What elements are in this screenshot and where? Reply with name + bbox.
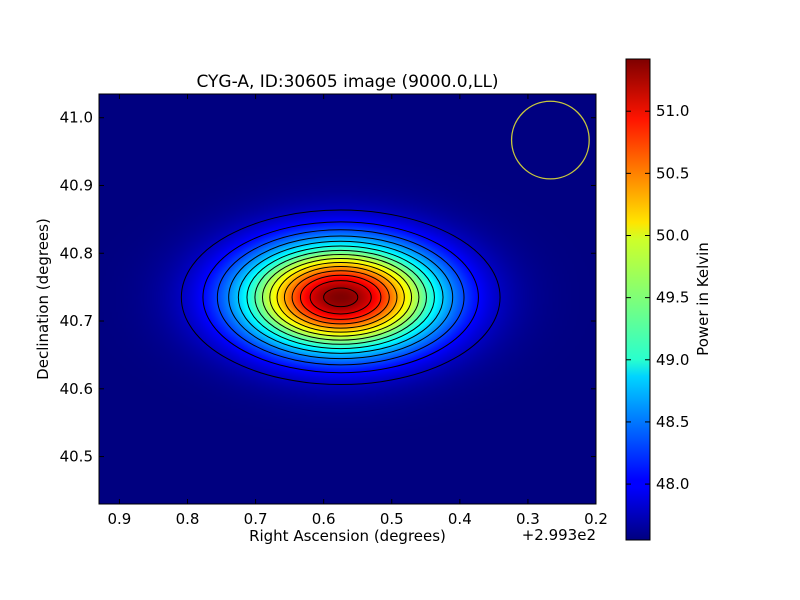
y-tick-label: 41.0 [60, 109, 93, 127]
y-tick-label: 40.7 [60, 312, 93, 330]
x-tick-label: 0.2 [584, 510, 608, 528]
chart-title: CYG-A, ID:30605 image (9000.0,LL) [196, 72, 498, 92]
contour-6 [254, 249, 427, 345]
contour-2 [216, 229, 465, 366]
x-tick-label: 0.6 [312, 510, 336, 528]
colorbar-tick-label: 48.5 [656, 413, 689, 431]
plot-frame [98, 93, 597, 505]
beam-circle [510, 100, 590, 180]
y-tick-label: 40.8 [60, 244, 93, 262]
contour-10 [283, 266, 398, 329]
y-tick-label: 40.9 [60, 176, 93, 194]
contour-7 [261, 253, 420, 341]
contour-14 [323, 287, 359, 308]
contour-13 [309, 280, 372, 315]
x-axis-label: Right Ascension (degrees) [249, 527, 446, 545]
x-tick-label: 0.5 [380, 510, 404, 528]
x-tick-label: 0.4 [448, 510, 472, 528]
colorbar-ticks: 48.0 48.5 49.0 49.5 50.0 50.5 51.0 [626, 102, 689, 493]
colorbar-tick-label: 49.0 [656, 351, 689, 369]
x-axis-offset: +2.993e2 [522, 526, 596, 544]
x-tick-label: 0.9 [107, 510, 131, 528]
contour-1 [202, 221, 479, 374]
colorbar: 48.0 48.5 49.0 49.5 50.0 50.5 51.0 Power in Ke… [625, 58, 712, 541]
y-tick-label: 40.5 [60, 448, 93, 466]
colorbar-tick-label: 48.0 [656, 475, 689, 493]
x-tick-label: 0.3 [516, 510, 540, 528]
contour-11 [291, 270, 390, 325]
y-tick-label: 40.6 [60, 380, 93, 398]
contour-8 [269, 257, 413, 337]
contour-0 [180, 209, 501, 386]
contour-5 [246, 245, 435, 350]
contour-9 [276, 262, 405, 333]
plot-area: 0.9 0.8 0.7 0.6 0.5 0.4 0.3 0.2 40.540.640.740.… [60, 93, 608, 528]
y-axis-ticks: 40.5 40.6 40.7 40.8 40.9 41.0 [60, 109, 596, 466]
y-axis-label: Declination (degrees) [34, 218, 52, 380]
colorbar-tick-label: 51.0 [656, 102, 689, 120]
colorbar-gradient [626, 59, 650, 540]
colorbar-label: Power in Kelvin [694, 242, 712, 356]
colorbar-tick-label: 50.5 [656, 164, 689, 182]
heatmap-image [99, 94, 596, 504]
x-tick-label: 0.7 [244, 510, 268, 528]
contour-4 [237, 240, 444, 354]
contour-lines [180, 209, 501, 386]
colorbar-tick-label: 50.0 [656, 226, 689, 244]
colorbar-frame [625, 58, 651, 541]
x-axis-ticks: 0.9 0.8 0.7 0.6 0.5 0.4 0.3 0.2 [107, 94, 608, 528]
x-tick-label: 0.8 [176, 510, 200, 528]
contour-12 [299, 274, 382, 320]
contour-3 [228, 235, 454, 360]
colorbar-tick-label: 49.5 [656, 289, 689, 307]
